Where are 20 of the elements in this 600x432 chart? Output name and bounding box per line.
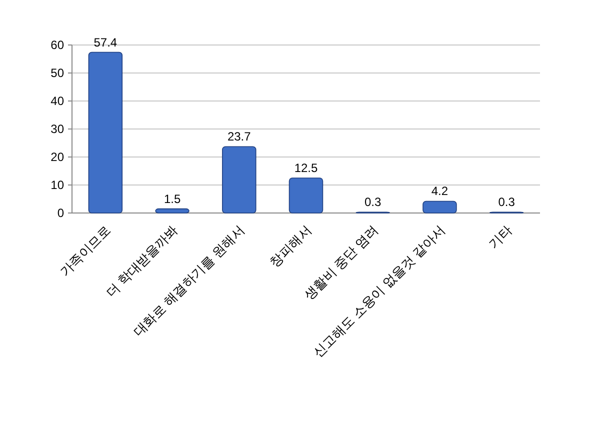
y-tick-label: 50 [50,66,64,80]
data-label: 23.7 [227,130,252,144]
y-tick-label: 40 [50,94,64,108]
y-tick-label: 10 [50,178,64,192]
y-tick-label: 20 [50,150,64,164]
bar [422,200,457,214]
data-label: 0.3 [498,195,516,210]
data-label: 1.5 [164,192,181,206]
data-label: 57.4 [94,35,118,50]
y-tick-label: 30 [50,122,64,136]
y-tick-label: 60 [50,38,64,52]
data-label: 0.3 [364,195,382,210]
bar [155,208,190,214]
data-label: 4.2 [431,184,448,198]
bar [222,146,256,214]
data-label: 12.5 [294,161,318,175]
bar [288,178,324,214]
x-tick-label: 기타 [486,222,515,252]
bar [88,52,123,214]
y-tick-label: 0 [57,206,64,220]
